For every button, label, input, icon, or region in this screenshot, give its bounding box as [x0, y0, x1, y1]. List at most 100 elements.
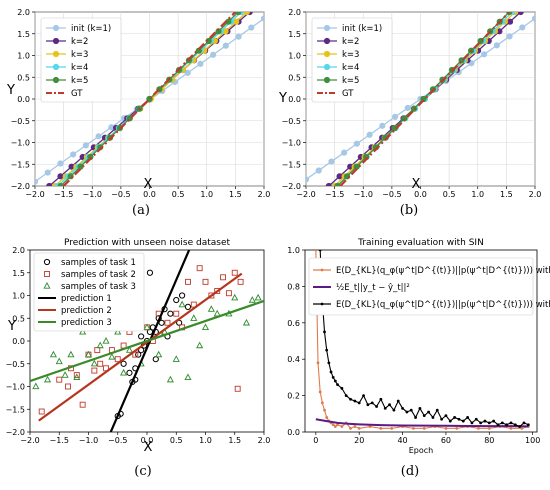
series-point	[357, 426, 361, 430]
x-tick-label: −1.5	[325, 190, 344, 199]
y-tick-label: 0.8	[287, 282, 300, 291]
legend-label: E(D_{KL}(q_φ(ψ^t|D^{(t)})||p(ψ^t|D^{(t)}…	[336, 300, 550, 310]
series-point	[479, 421, 483, 425]
y-tick-label: −1.5	[11, 160, 30, 169]
legend-label: prediction 2	[61, 306, 112, 316]
legend-label: init (k=1)	[71, 24, 111, 34]
x-tick-label: 0	[313, 436, 318, 445]
series-point	[390, 426, 394, 430]
y-tick-label: 0.0	[288, 95, 301, 104]
legend-label: samples of task 3	[61, 282, 136, 292]
series-point	[315, 167, 322, 174]
scatter-point	[102, 337, 110, 344]
series-point	[444, 414, 448, 418]
x-tick-label: 0.0	[143, 190, 156, 199]
series-point	[70, 151, 77, 158]
scatter-point	[120, 368, 128, 376]
legend-marker	[320, 268, 324, 272]
legend: E(D_{KL}(q_φ(ψ^t|D^{(t)})||p(ψ^t|D^{(t)}…	[308, 257, 550, 316]
scatter-point	[114, 327, 122, 335]
scatter-point	[73, 372, 80, 379]
series-point	[57, 182, 64, 186]
series-point	[366, 131, 373, 138]
legend-label: k=2	[71, 37, 88, 47]
x-tick-label: 0.5	[170, 436, 183, 445]
y-tick-label: 0.0	[287, 428, 300, 437]
x-axis-label: Epoch	[409, 446, 434, 455]
legend-label: k=4	[342, 63, 359, 73]
x-tick-label: −1.0	[79, 436, 98, 445]
prediction-line	[30, 299, 264, 383]
series-point	[340, 425, 344, 428]
chart-title: Prediction with unseen noise dataset	[64, 238, 231, 248]
series-point	[440, 417, 443, 421]
series-point	[35, 178, 39, 185]
y-tick-label: −0.5	[11, 117, 30, 126]
series-point	[366, 403, 370, 407]
y-tick-label: 0.5	[12, 314, 25, 323]
series-point	[493, 42, 500, 49]
series-point	[444, 426, 448, 430]
series-point	[344, 394, 348, 397]
scatter-point	[125, 346, 134, 353]
series-point	[481, 51, 488, 58]
series-point	[392, 408, 396, 412]
x-tick-label: −1.5	[54, 190, 73, 199]
series-point	[375, 405, 378, 408]
series-point	[461, 419, 465, 423]
legend-marker	[323, 63, 331, 71]
series-point	[409, 408, 413, 412]
legend: init (k=1) k=2 k=3 k=4 k=5 GT	[311, 17, 393, 103]
scatter-point	[108, 352, 116, 360]
y-tick-label: 0.2	[287, 392, 300, 401]
series-group	[314, 250, 530, 430]
scatter-point	[231, 293, 239, 301]
panel-caption: (a)	[132, 203, 150, 218]
series-point	[349, 426, 352, 430]
legend-marker	[43, 282, 51, 289]
scatter-point	[73, 373, 81, 381]
x-tick-label: 2.0	[529, 190, 542, 199]
x-tick-label: 1.5	[229, 190, 242, 199]
scatter-point	[79, 327, 87, 335]
series-point	[328, 158, 335, 165]
legend-label: k=3	[342, 50, 359, 60]
y-tick-label: 2.0	[12, 246, 25, 255]
x-tick-label: 60	[441, 436, 451, 445]
legend-box	[40, 17, 122, 103]
series-point	[401, 406, 404, 410]
series-point	[427, 410, 430, 414]
scatter-point	[254, 293, 262, 301]
series-point	[518, 425, 522, 428]
legend-marker	[43, 258, 51, 266]
series-point	[197, 60, 204, 67]
y-tick-label: −0.5	[6, 360, 25, 369]
scatter-point	[234, 385, 241, 392]
y-tick-label: 2.0	[288, 8, 301, 17]
prediction-line	[38, 272, 243, 422]
legend-label: ½E_t||y_t − ŷ_t||²	[336, 283, 410, 293]
series-point	[325, 348, 329, 352]
scatter-point	[225, 290, 232, 297]
scatter-point	[220, 274, 227, 281]
x-axis-label: X	[144, 177, 153, 192]
y-tick-label: 0.5	[288, 73, 301, 82]
series-point	[466, 416, 470, 419]
series-point	[341, 149, 348, 156]
y-tick-label: 1.5	[12, 269, 25, 278]
scatter-point	[84, 350, 93, 358]
legend-marker	[323, 76, 331, 84]
series-point	[483, 419, 487, 423]
y-tick-label: 1.0	[12, 292, 25, 301]
series-point	[513, 423, 517, 427]
legend-box	[311, 17, 393, 103]
y-tick-label: 2.0	[17, 8, 30, 17]
series-point	[405, 410, 409, 414]
panel-a: −2.0 −1.5 −1.0 −0.5 0.0 0.5 1.0 1.5 2.0 −2.0 −1.5 −…	[6, 8, 270, 218]
series-point	[526, 423, 530, 427]
scatter-point	[184, 278, 191, 285]
series-point	[422, 414, 426, 418]
legend-marker	[320, 302, 324, 306]
x-tick-label: 2.0	[258, 190, 271, 199]
scatter-point	[231, 269, 238, 276]
